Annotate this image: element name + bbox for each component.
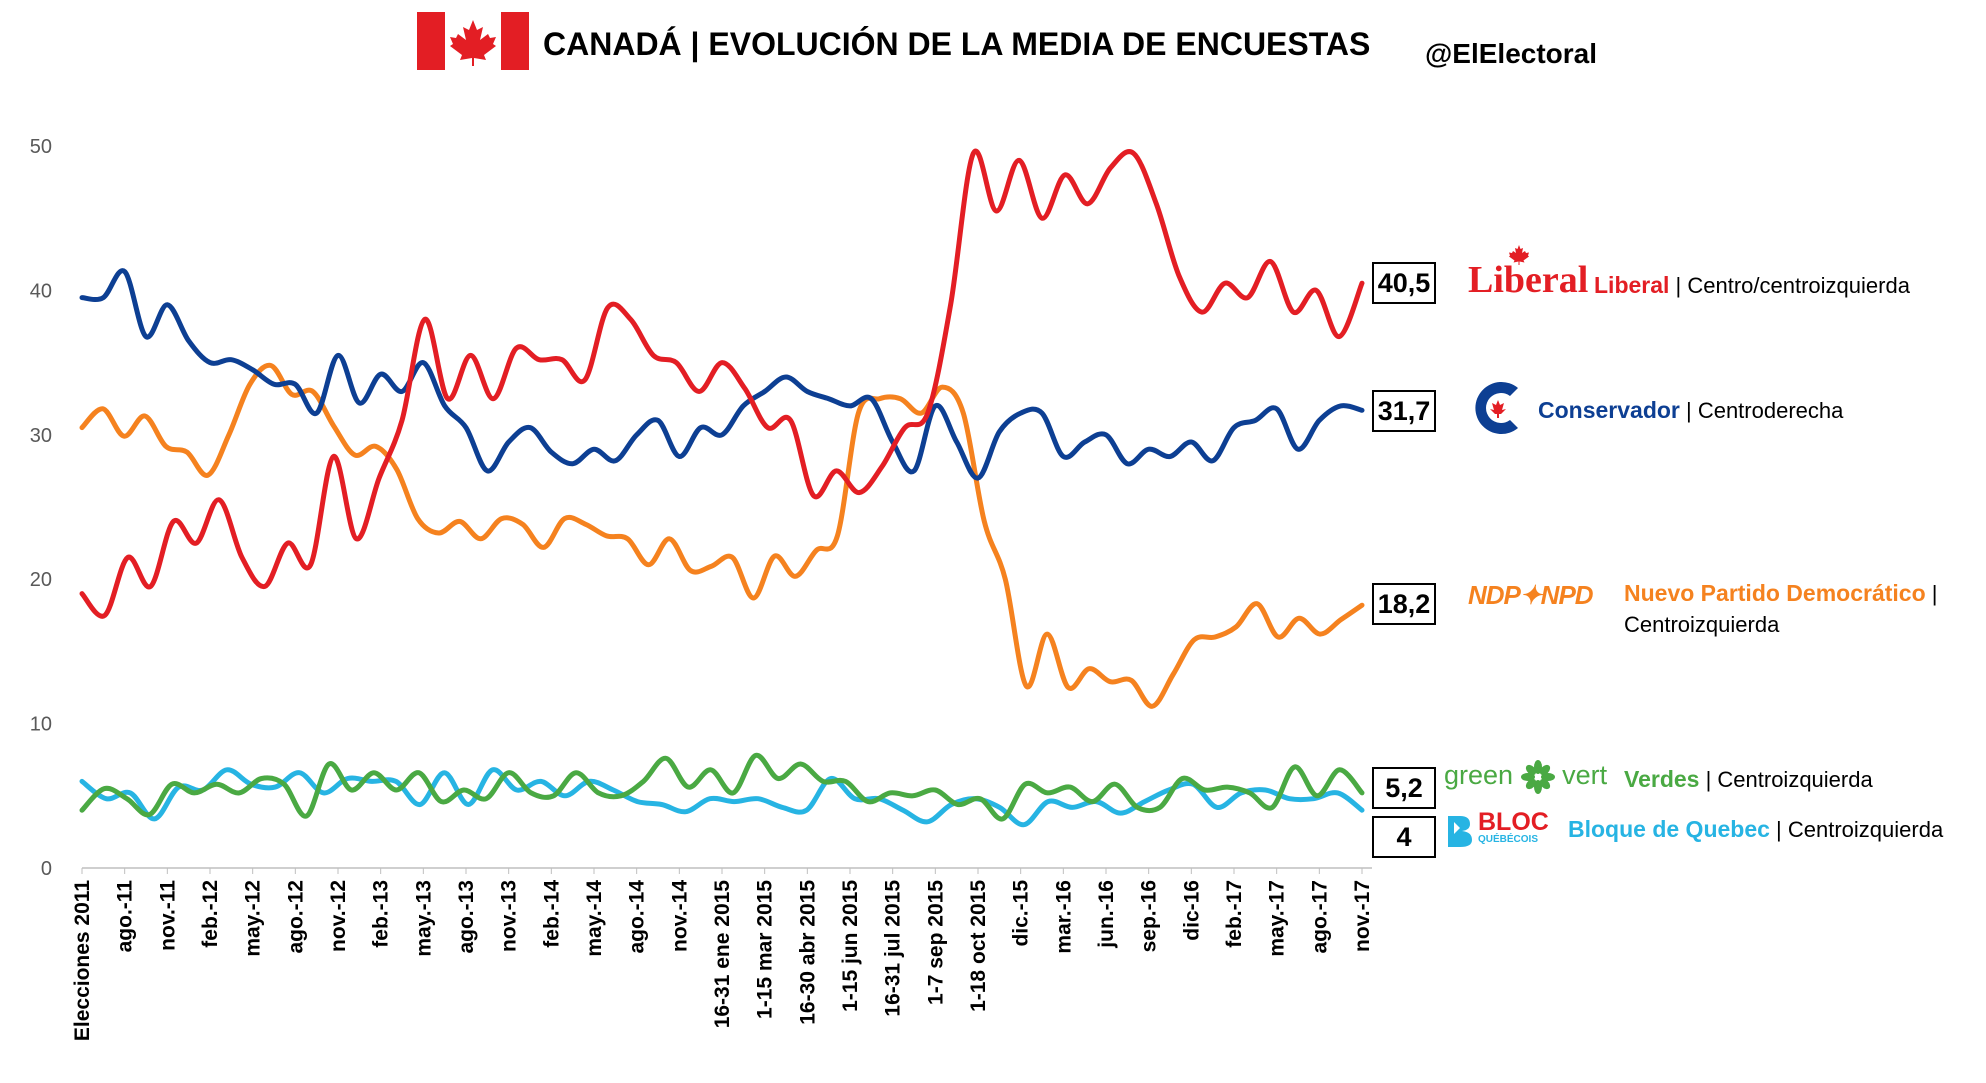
bloc-logo-text: BLOC QUÉBÉCOIS: [1478, 810, 1549, 846]
series-line-nuevo-partido-democr-tico: [79, 362, 1365, 709]
canada-flag-icon: [417, 12, 529, 70]
x-tick-label: ago.-13: [455, 880, 478, 954]
x-tick-label: mar.-16: [1052, 880, 1075, 954]
legend-ndp-desc2: Centroizquierda: [1624, 612, 1780, 637]
bloc-logo-quebecois: QUÉBÉCOIS: [1478, 834, 1539, 845]
series-line-liberal: [79, 148, 1365, 619]
end-value-liberal: 40,5: [1372, 262, 1436, 304]
x-tick-label: 1-7 sep 2015: [924, 880, 947, 1005]
end-value-verdes: 5,2: [1372, 767, 1436, 809]
x-tick-label: nov.-11: [156, 880, 179, 951]
x-tick-label: ago.-11: [114, 880, 137, 953]
y-tick-label: 30: [30, 425, 52, 447]
legend-verdes: Verdes | Centroizquierda: [1624, 766, 1873, 793]
liberal-logo: Liberal: [1468, 245, 1588, 302]
x-tick-label: ago.-17: [1308, 880, 1331, 954]
green-party-logo-green: green: [1444, 760, 1514, 791]
x-tick-label: jun.-16: [1095, 880, 1118, 949]
green-party-logo: green vert: [1444, 760, 1607, 794]
legend-bloc-name: Bloque de Quebec: [1568, 816, 1770, 842]
y-tick-label: 40: [30, 280, 52, 302]
green-flower-icon: [1520, 760, 1555, 794]
x-tick-label: ago.-14: [626, 880, 649, 954]
series-line-verdes: [79, 752, 1365, 822]
legend-liberal: Liberal | Centro/centroizquierda: [1594, 272, 1910, 299]
y-tick-label: 20: [30, 569, 52, 591]
series-line-bloque-de-quebec: [79, 767, 1365, 828]
x-tick-label: feb.-17: [1223, 880, 1246, 948]
x-tick-label: may.-12: [242, 880, 265, 957]
end-value-bloc: 4: [1372, 816, 1436, 858]
x-tick-label: may.-14: [583, 880, 606, 957]
x-tick-label: nov.-17: [1351, 880, 1374, 952]
legend-conservador: Conservador | Centroderecha: [1538, 397, 1843, 424]
legend-liberal-name: Liberal: [1594, 272, 1670, 298]
bloc-logo-bloc: BLOC: [1478, 808, 1549, 836]
x-tick-label: ago.-12: [284, 880, 307, 954]
end-value-ndp: 18,2: [1372, 583, 1436, 625]
source-handle: @ElElectoral: [1425, 38, 1598, 69]
x-tick-label: 16-31 ene 2015: [711, 880, 734, 1029]
end-value-conservador: 31,7: [1372, 390, 1436, 432]
legend-verdes-name: Verdes: [1624, 766, 1700, 792]
x-tick-label: 16-31 jul 2015: [882, 880, 905, 1017]
conservative-logo-icon: [1475, 382, 1518, 434]
legend-bloc-desc: | Centroizquierda: [1769, 817, 1944, 842]
y-tick-label: 0: [41, 858, 52, 880]
x-tick-label: feb.-13: [370, 880, 393, 948]
maple-leaf-icon: [1509, 245, 1529, 265]
x-tick-label: feb.-14: [540, 880, 563, 948]
green-party-logo-vert: vert: [1562, 760, 1608, 791]
legend-bloc: Bloque de Quebec | Centroizquierda: [1568, 816, 1943, 843]
y-tick-label: 10: [30, 714, 52, 736]
x-tick-label: 1-15 jun 2015: [839, 880, 862, 1012]
legend-verdes-desc: | Centroizquierda: [1699, 767, 1873, 792]
chart-title: CANADÁ | EVOLUCIÓN DE LA MEDIA DE ENCUES…: [543, 26, 1371, 62]
x-tick-label: 1-18 oct 2015: [967, 880, 990, 1012]
x-tick-label: dic.-15: [1010, 880, 1033, 947]
x-tick-label: may.-17: [1266, 880, 1289, 957]
x-tick-label: Elecciones 2011: [71, 880, 94, 1041]
x-tick-label: 1-15 mar 2015: [754, 880, 777, 1019]
x-tick-label: may.-13: [412, 880, 435, 957]
x-tick-label: feb.-12: [199, 880, 222, 948]
legend-conservador-desc: | Centroderecha: [1679, 398, 1844, 423]
x-tick-label: sep.-16: [1138, 880, 1161, 952]
ndp-logo: NDP✦NPD: [1468, 580, 1594, 610]
legend-conservador-name: Conservador: [1538, 397, 1680, 423]
legend-ndp-name: Nuevo Partido Democrático: [1624, 580, 1926, 606]
x-tick-label: nov.-12: [327, 880, 350, 952]
x-tick-label: nov.-13: [498, 880, 521, 952]
legend-ndp-desc: |: [1925, 581, 1938, 606]
legend-ndp: Nuevo Partido Democrático |: [1624, 580, 1937, 607]
x-tick-label: dic-16: [1180, 880, 1203, 941]
series-line-conservador: [79, 268, 1365, 481]
x-tick-label: 16-30 abr 2015: [796, 880, 819, 1025]
legend-liberal-desc: | Centro/centroizquierda: [1669, 273, 1910, 298]
x-tick-label: nov.-14: [668, 880, 691, 952]
bloc-logo-icon: [1448, 816, 1472, 847]
y-tick-label: 50: [30, 136, 52, 158]
